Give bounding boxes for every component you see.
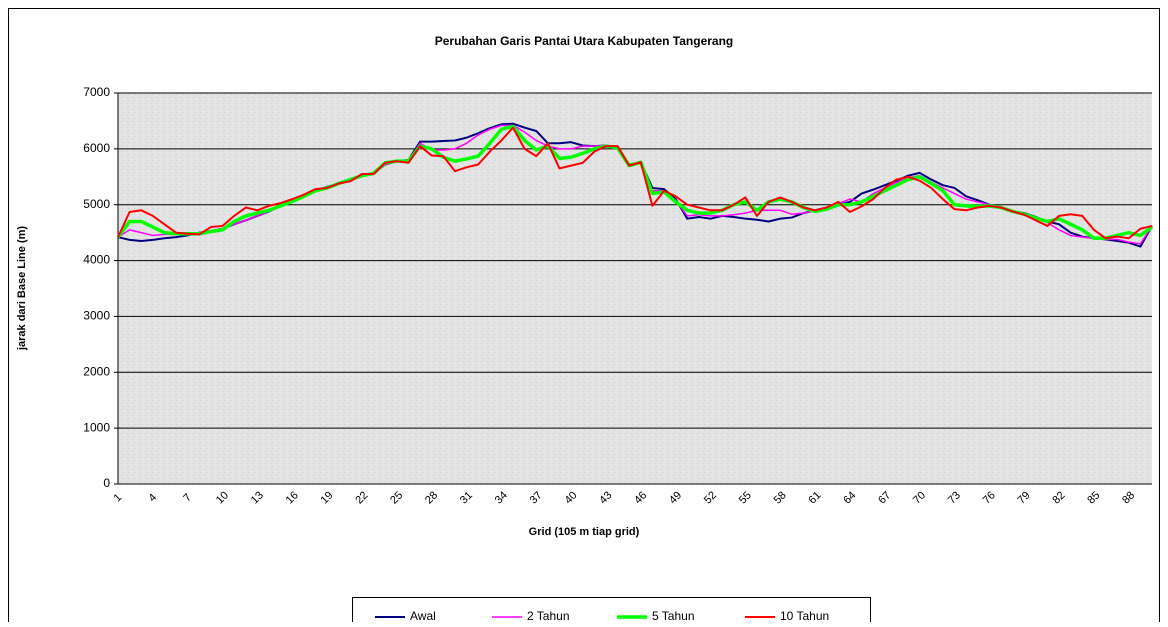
legend-label: Awal <box>410 609 436 622</box>
y-tick-label: 0 <box>103 476 110 490</box>
x-axis-label: Grid (105 m tiap grid) <box>529 526 640 538</box>
y-tick-label: 5000 <box>83 197 110 211</box>
y-tick-label: 6000 <box>83 141 110 155</box>
y-tick-label: 1000 <box>83 420 110 434</box>
legend-label: 5 Tahun <box>652 609 695 622</box>
legend-label: 10 Tahun <box>780 609 829 622</box>
y-axis-label: jarak dari Base Line (m) <box>16 226 28 351</box>
chart-title: Perubahan Garis Pantai Utara Kabupaten T… <box>435 34 734 48</box>
y-tick-label: 2000 <box>83 364 110 378</box>
y-tick-label: 7000 <box>83 85 110 99</box>
series-line <box>117 126 1153 240</box>
plot-area <box>118 93 1152 484</box>
legend-label: 2 Tahun <box>527 609 570 622</box>
y-tick-label: 4000 <box>83 253 110 267</box>
y-tick-label: 3000 <box>83 309 110 323</box>
